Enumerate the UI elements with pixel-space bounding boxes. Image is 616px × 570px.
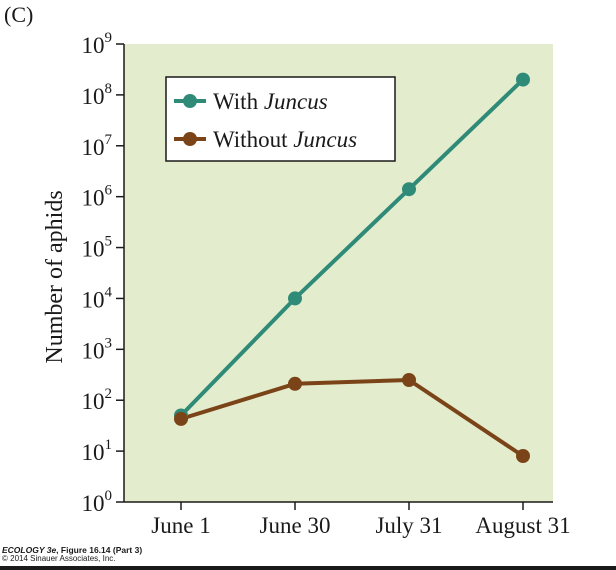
- y-tick-base: 10: [82, 491, 105, 516]
- y-tick-base: 10: [82, 135, 105, 160]
- y-tick-exponent: 2: [105, 386, 113, 402]
- y-tick-label: 109: [82, 30, 113, 58]
- data-point-series-1: [174, 411, 188, 426]
- legend-label-plain: Without: [213, 127, 293, 152]
- y-tick-base: 10: [82, 338, 105, 363]
- data-point-series-0: [402, 182, 416, 197]
- figure-caption-book: ECOLOGY 3e: [2, 545, 57, 555]
- y-tick-exponent: 6: [105, 183, 113, 199]
- x-tick-label: July 31: [375, 513, 442, 538]
- x-tick-label: June 1: [151, 513, 210, 538]
- y-tick-base: 10: [82, 440, 105, 465]
- y-tick-base: 10: [82, 287, 105, 312]
- legend-swatch-marker: [183, 132, 197, 146]
- y-tick-label: 102: [82, 386, 113, 414]
- legend-label: With Juncus: [213, 89, 328, 114]
- y-tick-label: 101: [82, 437, 113, 465]
- figure-caption-ref: , Figure 16.14 (Part 3): [56, 545, 143, 555]
- y-tick-base: 10: [82, 237, 105, 262]
- y-tick-exponent: 8: [105, 81, 113, 97]
- y-tick-exponent: 4: [105, 284, 113, 300]
- figure-caption: ECOLOGY 3e, Figure 16.14 (Part 3): [2, 546, 142, 555]
- series-line-0: [179, 78, 525, 417]
- data-point-series-1: [516, 449, 530, 463]
- y-tick-exponent: 1: [105, 437, 113, 453]
- figure-credit: ECOLOGY 3e, Figure 16.14 (Part 3) © 2014…: [2, 546, 142, 563]
- bottom-rule: [0, 566, 616, 570]
- y-tick-label: 107: [82, 132, 113, 160]
- copyright-text: © 2014 Sinauer Associates, Inc.: [2, 553, 116, 563]
- y-tick-exponent: 5: [105, 234, 113, 250]
- legend-label-plain: With: [213, 89, 264, 114]
- x-tick-label: August 31: [475, 513, 570, 538]
- legend-label-italic: Juncus: [293, 127, 357, 152]
- y-tick-label: 105: [82, 234, 113, 262]
- data-point-series-0: [288, 291, 302, 306]
- legend-box: [165, 76, 396, 162]
- y-tick-label: 103: [82, 335, 113, 363]
- y-tick-base: 10: [82, 186, 105, 211]
- legend-label-italic: Juncus: [264, 89, 328, 114]
- data-point-series-1: [402, 373, 416, 387]
- y-tick-label: 106: [82, 183, 113, 211]
- data-point-series-0: [516, 72, 530, 87]
- y-tick-label: 104: [82, 284, 113, 312]
- x-tick-label: June 30: [260, 513, 331, 538]
- legend-swatch-marker: [183, 94, 197, 108]
- y-tick-base: 10: [82, 84, 105, 109]
- y-tick-exponent: 9: [105, 30, 113, 46]
- y-tick-base: 10: [82, 33, 105, 58]
- y-tick-label: 100: [82, 488, 113, 516]
- y-axis-label: Number of aphids: [42, 190, 68, 363]
- panel-label: (C): [4, 2, 34, 27]
- y-tick-label: 108: [82, 81, 113, 109]
- legend-label: Without Juncus: [213, 127, 357, 152]
- y-tick-exponent: 0: [105, 488, 113, 504]
- y-tick-exponent: 3: [105, 335, 113, 351]
- series-line-1: [180, 378, 525, 458]
- y-tick-base: 10: [82, 389, 105, 414]
- y-tick-exponent: 7: [105, 132, 113, 148]
- data-point-series-1: [288, 376, 302, 391]
- series-layer: [174, 72, 530, 463]
